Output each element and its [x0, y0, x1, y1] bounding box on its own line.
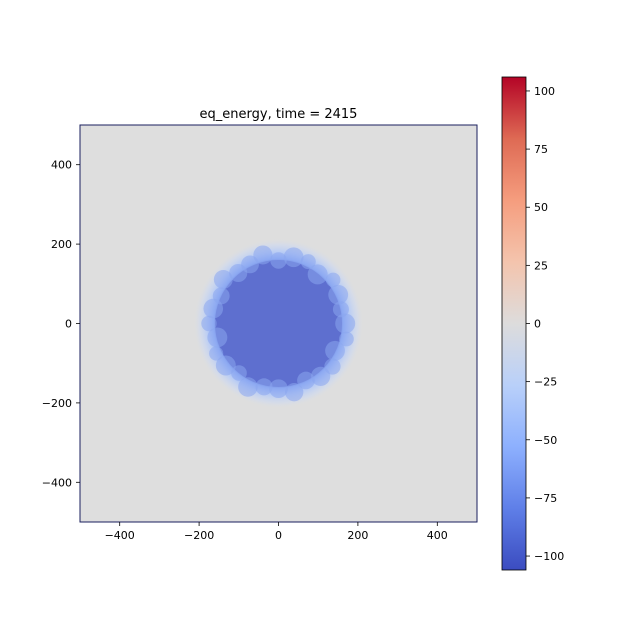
energy-edge-blob: [213, 270, 233, 289]
y-tick-label: −400: [42, 476, 72, 489]
energy-edge-blob: [215, 355, 236, 376]
energy-edge-blob: [297, 371, 315, 390]
energy-edge-blob: [207, 327, 228, 348]
energy-edge-blob: [332, 301, 349, 318]
energy-edge-blob: [325, 272, 341, 288]
colorbar-tick-label: −50: [534, 434, 557, 447]
field-marks: [193, 238, 364, 409]
colorbar-tick-label: −75: [534, 492, 557, 505]
energy-edge-blob: [253, 245, 273, 265]
colorbar-tick-label: −100: [534, 550, 564, 563]
colorbar: −100 −75 −50 −25 0 25 50 75 100: [501, 76, 564, 571]
y-axis: −400 −200 0 200 400: [42, 159, 80, 489]
colorbar-tick-label: 0: [534, 318, 541, 331]
y-tick-label: −200: [42, 397, 72, 410]
energy-edge-blob: [285, 383, 304, 402]
x-tick-label: 400: [427, 529, 448, 542]
x-axis: −400 −200 0 200 400: [105, 522, 448, 542]
colorbar-ticks: −100 −75 −50 −25 0 25 50 75 100: [526, 85, 564, 563]
energy-edge-blob: [335, 313, 356, 334]
energy-edge-blob: [283, 247, 304, 268]
colorbar-gradient: [501, 76, 527, 571]
energy-core: [214, 259, 343, 388]
energy-edge-blob: [241, 255, 259, 274]
colorbar-tick-label: 50: [534, 201, 548, 214]
y-tick-label: 200: [51, 238, 72, 251]
x-tick-label: −200: [184, 529, 214, 542]
energy-edge-blob: [238, 377, 258, 397]
energy-edge-blob: [209, 346, 224, 361]
y-tick-label: 0: [65, 318, 72, 331]
colorbar-tick-label: 100: [534, 85, 555, 98]
energy-edge-blob: [255, 378, 273, 396]
x-tick-label: 0: [275, 529, 282, 542]
energy-edge-blob: [311, 366, 331, 386]
colorbar-tick-label: −25: [534, 376, 557, 389]
energy-edge-blob: [324, 358, 341, 375]
energy-edge-blob: [212, 287, 230, 305]
energy-edge-blob: [270, 252, 287, 269]
energy-edge-blob: [269, 379, 288, 399]
plot-area: [80, 125, 477, 522]
energy-edge-blob: [325, 340, 345, 361]
y-tick-label: 400: [51, 159, 72, 172]
energy-edge-blob: [339, 331, 354, 347]
colorbar-tick-label: 75: [534, 143, 548, 156]
x-tick-label: 200: [347, 529, 368, 542]
energy-edge-blob: [307, 264, 328, 285]
energy-edge-blob: [328, 284, 349, 305]
energy-edge-blob: [201, 315, 217, 332]
chart-title: eq_energy, time = 2415: [200, 107, 358, 122]
energy-edge-blob: [300, 254, 316, 270]
x-tick-label: −400: [105, 529, 135, 542]
colorbar-tick-label: 25: [534, 259, 548, 272]
